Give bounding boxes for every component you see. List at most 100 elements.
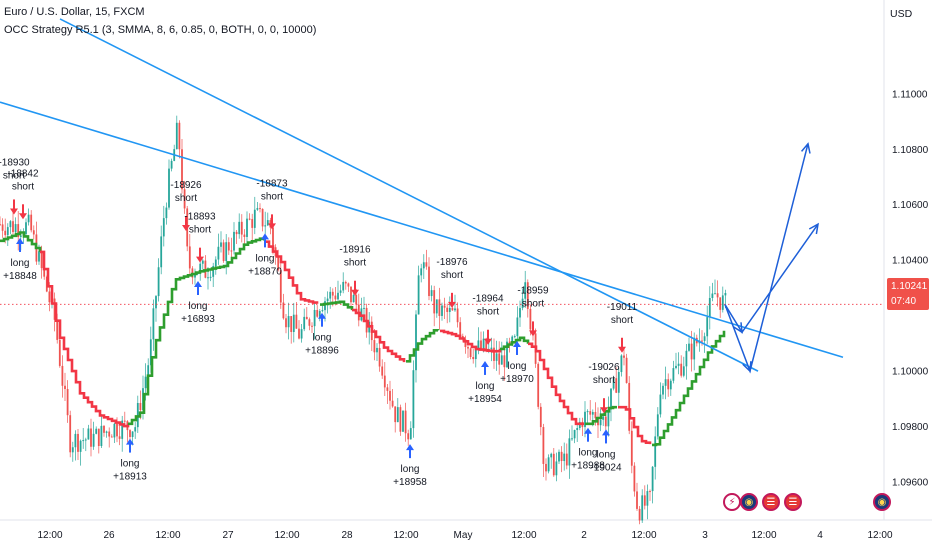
candle-body xyxy=(347,283,350,287)
candle-body xyxy=(599,419,602,426)
candle-body xyxy=(217,246,220,260)
candle-body xyxy=(474,348,477,360)
candle-body xyxy=(53,298,56,320)
candle-body xyxy=(129,430,131,437)
candle-body xyxy=(168,168,170,208)
candle-body xyxy=(74,433,77,448)
candle-body xyxy=(149,339,152,366)
candle-body xyxy=(123,420,126,422)
candle-body xyxy=(542,427,545,464)
candle-body xyxy=(118,436,121,439)
candle-body xyxy=(48,291,51,303)
candle-body xyxy=(628,382,631,431)
candle-body xyxy=(298,328,300,339)
candle-body xyxy=(396,407,399,423)
candle-body xyxy=(9,221,12,228)
candle-body xyxy=(352,295,355,303)
candle-body xyxy=(667,379,670,390)
candle-body xyxy=(480,340,482,349)
candle-body xyxy=(103,425,105,433)
smma-down-segment xyxy=(618,405,652,445)
lightning-icon[interactable]: ⚡ xyxy=(723,493,741,511)
candle-body xyxy=(194,274,196,278)
candle-body xyxy=(451,307,454,311)
long-arrowhead xyxy=(194,281,202,288)
candle-body xyxy=(711,293,714,298)
short-label: -18930 xyxy=(0,157,30,168)
long-label: +18988 xyxy=(571,461,605,472)
candle-body xyxy=(162,218,165,237)
candle-body xyxy=(701,340,703,342)
candle-body xyxy=(17,224,20,238)
last-price-tag: 1.10241 07:40 xyxy=(887,278,929,310)
candle-body xyxy=(207,277,209,279)
short-arrowhead xyxy=(448,301,456,308)
globe-icon[interactable]: ◉ xyxy=(873,493,891,511)
short-label: -18964 xyxy=(472,294,504,305)
x-tick-label: 12:00 xyxy=(511,530,536,541)
long-label: -19024 xyxy=(590,462,622,473)
candle-body xyxy=(318,311,321,317)
smma-up-segment xyxy=(320,300,354,311)
smma-down-segment xyxy=(40,250,130,428)
trendlines xyxy=(0,18,844,372)
projection-arrowhead xyxy=(800,142,811,154)
long-label: +18848 xyxy=(3,271,37,282)
candle-body xyxy=(620,355,623,373)
candle-body xyxy=(643,495,646,506)
short-label: -19026 xyxy=(588,362,620,373)
candle-body xyxy=(261,208,264,227)
candle-body xyxy=(589,411,592,415)
candle-body xyxy=(724,293,727,296)
long-label: +18913 xyxy=(113,472,147,483)
candle-body xyxy=(409,428,412,440)
short-arrowhead xyxy=(351,289,359,296)
candle-body xyxy=(391,400,394,407)
candle-body xyxy=(311,325,313,327)
candle-body xyxy=(508,341,511,344)
candle-body xyxy=(545,463,547,472)
long-label: +18970 xyxy=(500,374,534,385)
short-label: short xyxy=(175,193,197,204)
smma-down-segment xyxy=(440,329,502,353)
symbol-title[interactable]: Euro / U.S. Dollar, 15, FXCM xyxy=(4,6,145,18)
candle-body xyxy=(529,308,532,330)
candle-body xyxy=(14,224,17,232)
projection-path xyxy=(724,223,819,334)
candle-body xyxy=(43,268,46,277)
candle-body xyxy=(181,149,183,190)
short-label: short xyxy=(441,270,463,281)
candle-body xyxy=(214,259,217,267)
candle-body xyxy=(212,266,215,277)
candle-body xyxy=(108,431,111,437)
candle-body xyxy=(337,292,339,300)
long-label: +18870 xyxy=(248,266,282,277)
candle-body xyxy=(183,189,186,209)
smma-up-segment xyxy=(128,237,266,426)
candle-body xyxy=(612,378,615,389)
candle-body xyxy=(539,406,542,428)
smma-down-segment xyxy=(265,240,319,304)
candle-body xyxy=(383,375,386,388)
candle-body xyxy=(79,440,82,452)
candle-body xyxy=(443,305,446,308)
candle-body xyxy=(659,394,662,415)
candle-body xyxy=(134,427,137,432)
candle-body xyxy=(623,355,625,358)
candle-body xyxy=(688,343,690,351)
long-label: long xyxy=(508,361,527,372)
candle-body xyxy=(693,337,696,360)
globe-icon[interactable]: ◉ xyxy=(740,493,758,511)
candle-body xyxy=(313,309,316,327)
strategy-legend[interactable]: OCC Strategy R5.1 (3, SMMA, 8, 6, 0.85, … xyxy=(4,24,317,36)
candle-body xyxy=(482,338,485,349)
us-flag-icon[interactable]: ☰ xyxy=(762,493,780,511)
candle-body xyxy=(417,275,420,315)
long-label: long xyxy=(597,449,616,460)
smma-up-segment xyxy=(652,330,726,447)
candles xyxy=(0,115,884,525)
candle-body xyxy=(170,160,173,169)
candle-body xyxy=(664,379,667,386)
us-flag-icon[interactable]: ☰ xyxy=(784,493,802,511)
